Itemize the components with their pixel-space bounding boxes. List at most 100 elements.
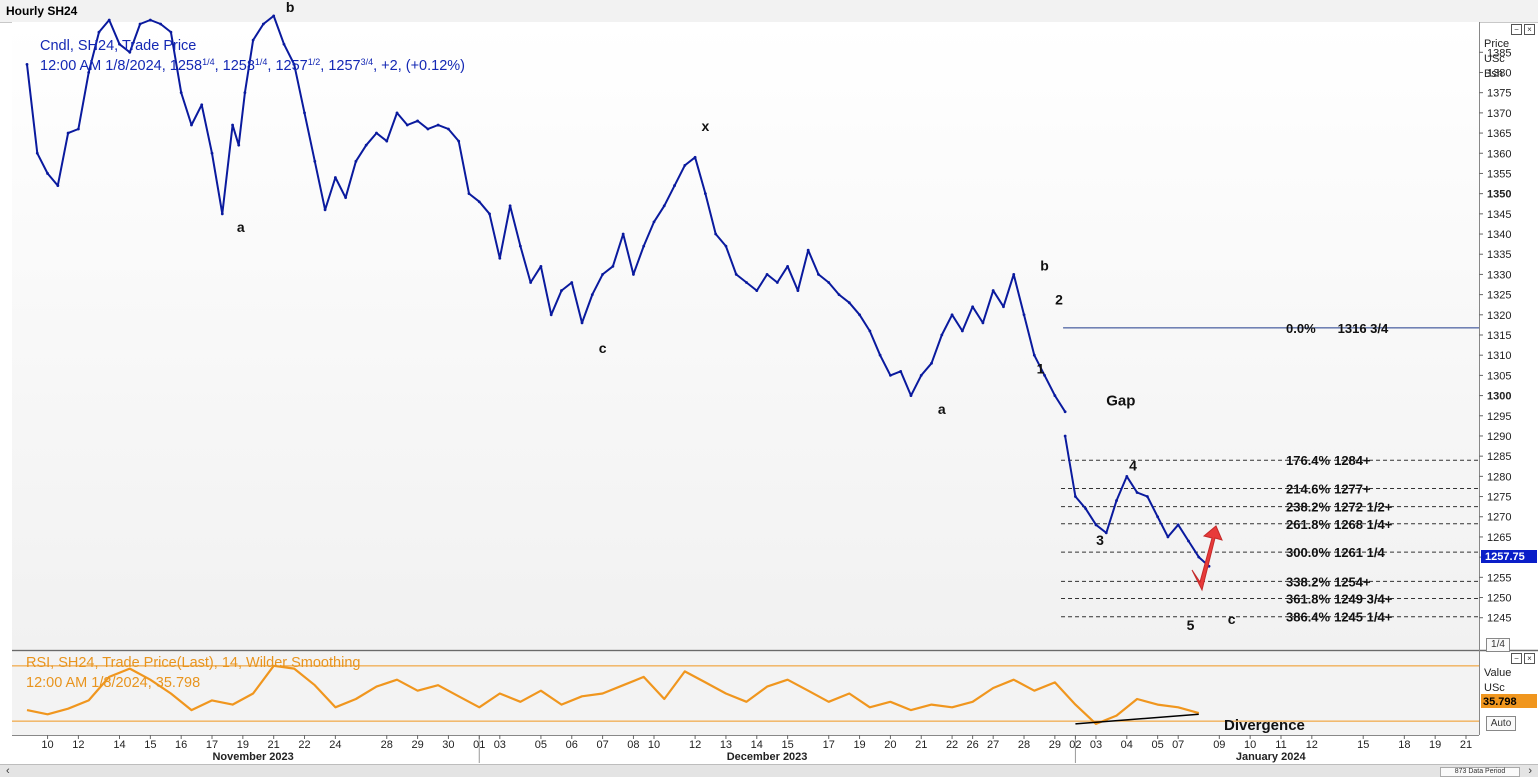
price-point: [560, 289, 563, 292]
wave-label: x: [701, 118, 709, 134]
price-point: [354, 159, 358, 163]
price-point: [210, 151, 214, 155]
price-point: [632, 273, 635, 276]
price-point: [1115, 499, 1118, 502]
scroll-right-icon[interactable]: ›: [1528, 765, 1532, 777]
x-tick-label: 08: [627, 739, 639, 751]
price-point: [395, 111, 399, 115]
price-tag: 1257.75: [1485, 551, 1525, 563]
minimize-button[interactable]: −: [1511, 24, 1522, 35]
axis-unit-currency: USc: [1484, 53, 1505, 65]
auto-scale-button[interactable]: Auto: [1486, 716, 1516, 731]
x-tick-label: 05: [1152, 739, 1164, 751]
x-tick-label: 28: [1018, 739, 1030, 751]
x-tick-label: 07: [596, 739, 608, 751]
price-point: [971, 305, 975, 309]
price-point: [447, 127, 450, 131]
divergence-line: [1075, 713, 1199, 725]
x-tick-label: 15: [1357, 739, 1369, 751]
wave-label: 1: [1037, 360, 1045, 376]
price-point: [611, 264, 615, 268]
x-tick-label: 24: [329, 739, 341, 751]
rsi-close-button[interactable]: ×: [1524, 653, 1535, 664]
price-point: [251, 38, 255, 42]
price-point: [539, 264, 543, 268]
price-point: [1176, 523, 1180, 527]
x-tick-label: 10: [648, 739, 660, 751]
y-tick-label: 1330: [1487, 269, 1511, 281]
y-tick-label: 1250: [1487, 593, 1511, 605]
price-point: [107, 18, 111, 22]
y-tick-label: 1355: [1487, 168, 1511, 180]
y-tick-label: 1325: [1487, 290, 1511, 302]
rsi-minimize-button[interactable]: −: [1511, 653, 1522, 664]
y-tick-label: 1255: [1487, 572, 1511, 584]
price-point: [148, 18, 152, 22]
x-tick-label: 14: [751, 739, 763, 751]
fraction-button[interactable]: 1/4: [1486, 638, 1510, 652]
y-tick-label: 1290: [1487, 431, 1511, 443]
fib-level-label: 0.0% 1316 3/4: [1286, 321, 1389, 336]
price-point: [405, 123, 409, 127]
price-point: [991, 289, 995, 292]
x-tick-label: 03: [1090, 739, 1102, 751]
price-point: [56, 184, 60, 187]
price-point: [416, 119, 419, 123]
price-point: [1002, 305, 1005, 309]
y-tick-label: 1350: [1487, 189, 1511, 201]
price-point: [755, 289, 759, 292]
price-point: [303, 111, 306, 115]
price-point: [25, 63, 29, 66]
price-point: [1187, 539, 1190, 543]
x-tick-label: 17: [206, 739, 218, 751]
price-point: [868, 329, 872, 333]
horizontal-scrollbar[interactable]: ‹ 873 Data Period ›: [0, 764, 1538, 777]
x-tick-label: 16: [175, 739, 187, 751]
price-point: [237, 143, 241, 147]
price-point: [642, 244, 646, 248]
x-tick-label: 29: [411, 739, 423, 751]
scroll-left-icon[interactable]: ‹: [6, 765, 10, 777]
wave-label: c: [599, 340, 607, 356]
price-panel-bg: [12, 22, 1479, 649]
x-tick-label: 21: [1460, 739, 1472, 751]
price-point: [159, 22, 163, 26]
fib-level-label: 214.6% 1277+: [1286, 481, 1371, 496]
price-point: [46, 172, 49, 175]
axis-unit-bsh: Bsh: [1484, 68, 1503, 80]
price-point: [878, 353, 882, 357]
close-button[interactable]: ×: [1524, 24, 1535, 35]
price-point: [703, 192, 707, 196]
y-tick-label: 1370: [1487, 108, 1511, 120]
price-point: [745, 281, 748, 284]
x-tick-label: 14: [113, 739, 125, 751]
month-label: November 2023: [212, 751, 293, 763]
y-tick-label: 1320: [1487, 310, 1511, 322]
fib-level-label: 338.2% 1254+: [1286, 574, 1371, 589]
price-point: [940, 333, 944, 337]
price-point: [66, 131, 70, 135]
price-point: [35, 151, 39, 155]
fib-level-label: 300.0% 1261 1/4: [1286, 545, 1385, 560]
price-point: [97, 30, 101, 34]
price-point: [827, 281, 831, 284]
price-point: [220, 212, 224, 216]
fib-level-label: 261.8% 1268 1/4+: [1286, 517, 1393, 532]
y-tick-label: 1270: [1487, 512, 1511, 524]
price-point: [333, 176, 337, 179]
x-tick-label: 09: [1213, 739, 1225, 751]
x-tick-label: 21: [268, 739, 280, 751]
month-label: January 2024: [1236, 751, 1307, 763]
y-tick-label: 1365: [1487, 128, 1511, 140]
price-point: [724, 244, 728, 248]
price-point: [1135, 491, 1139, 494]
y-tick-label: 1300: [1487, 391, 1511, 403]
price-point: [76, 127, 80, 131]
price-point: [344, 196, 348, 200]
x-tick-label: 01: [473, 739, 485, 751]
wave-label: 4: [1129, 457, 1137, 473]
price-point: [1145, 495, 1149, 498]
header-line2: 12:00 AM 1/8/2024, 12581/4, 12581/4, 125…: [40, 57, 465, 74]
window-title: Hourly SH24: [6, 4, 78, 18]
